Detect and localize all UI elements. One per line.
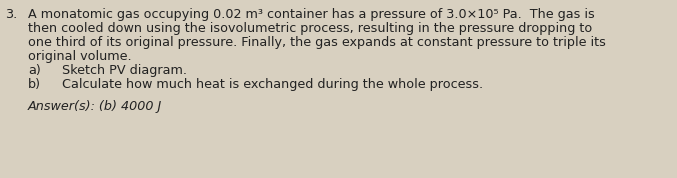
Text: a): a) — [28, 64, 41, 77]
Text: Sketch PV diagram.: Sketch PV diagram. — [62, 64, 187, 77]
Text: A monatomic gas occupying 0.02 m³ container has a pressure of 3.0×10⁵ Pa.  The g: A monatomic gas occupying 0.02 m³ contai… — [28, 8, 595, 21]
Text: Calculate how much heat is exchanged during the whole process.: Calculate how much heat is exchanged dur… — [62, 78, 483, 91]
Text: one third of its original pressure. Finally, the gas expands at constant pressur: one third of its original pressure. Fina… — [28, 36, 606, 49]
Text: b): b) — [28, 78, 41, 91]
Text: 3.: 3. — [5, 8, 17, 21]
Text: original volume.: original volume. — [28, 50, 131, 63]
Text: Answer(s): (b) 4000 J: Answer(s): (b) 4000 J — [28, 100, 162, 113]
Text: then cooled down using the isovolumetric process, resulting in the pressure drop: then cooled down using the isovolumetric… — [28, 22, 592, 35]
